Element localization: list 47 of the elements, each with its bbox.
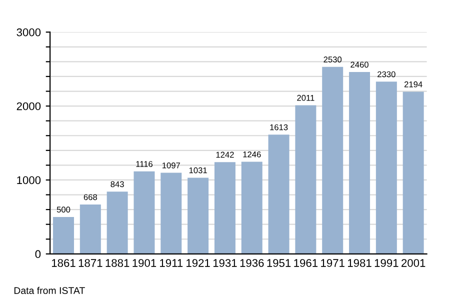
data-label: 1031 [189,167,207,174]
data-label: 2530 [324,56,342,62]
y-tick-label: 2000 [16,102,41,110]
x-tick-label: 1981 [348,259,372,267]
data-label: 500 [56,206,70,213]
bar [188,178,209,254]
x-tick-label: 2001 [402,259,426,267]
bar [295,105,316,254]
x-tick-label: 1961 [294,259,318,267]
data-label: 2194 [404,81,422,88]
x-tick-label: 1911 [160,259,183,267]
data-label: 668 [84,194,98,200]
x-tick-label: 1991 [374,259,398,267]
x-tick-label: 1936 [240,259,264,267]
data-label: 2011 [297,94,314,101]
text: Data from ISTAT [14,286,85,294]
bar [241,162,262,254]
bar [53,216,74,254]
bar [106,192,128,254]
data-label: 1246 [243,151,261,158]
bar [402,92,424,254]
x-tick-label: 1901 [132,259,156,267]
bar [134,171,155,254]
bar [268,134,290,254]
bar [349,72,370,254]
data-label: 1097 [162,162,180,168]
data-label: 843 [110,181,124,188]
bar [214,162,236,254]
x-tick-label: 1971 [321,259,344,267]
x-tick-label: 1871 [78,259,102,267]
x-tick-label: 1921 [186,259,210,267]
y-tick-label: 3000 [16,28,41,36]
y-tick-label: 0 [35,250,41,258]
data-label: 2330 [378,71,396,78]
x-tick-label: 1951 [267,259,291,267]
data-label: 1116 [136,161,153,167]
data-label: 1242 [216,152,234,158]
bar [160,172,182,254]
x-tick-label: 1931 [213,259,237,267]
bar [376,82,397,254]
bar [322,66,344,254]
y-tick-label: 1000 [17,176,41,184]
data-label: 1613 [270,124,288,130]
x-tick-label: 1881 [106,259,130,267]
bar [80,204,101,254]
data-label: 2460 [350,62,368,68]
x-tick-label: 1861 [52,259,76,267]
